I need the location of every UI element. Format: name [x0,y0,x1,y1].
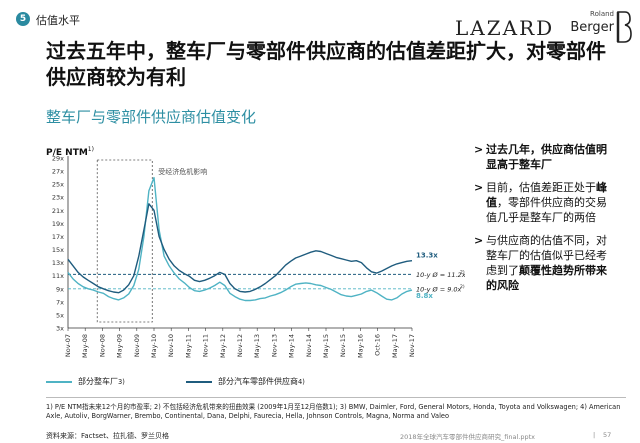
x-tick-label: Oct-16 [374,334,382,356]
legend-item-oem: 部分整车厂 3) [46,376,125,387]
y-tick-label: 3x [56,325,64,333]
bullet-text-part: 过去几年，供应商估值明显高于整车厂 [486,143,607,171]
y-tick-label: 29x [52,155,64,163]
legend-label-supplier: 部分汽车零部件供应商 [218,377,298,386]
x-tick-label: May-17 [391,334,399,358]
crisis-period-box [96,159,153,323]
takeaway-bullet: > 与供应商的估值不同，对整车厂的估值似乎已经考虑到了颠覆性趋势所带来的风险 [474,233,610,293]
series-line-oem [67,176,413,302]
x-tick-label: May-13 [253,334,261,358]
y-tick-label: 21x [52,207,64,215]
x-tick-label: Nov-11 [202,334,210,357]
y-tick-label: 27x [52,168,64,176]
x-tick-label: Nov-09 [133,334,141,357]
average-label-sup: 2) [460,269,465,275]
y-tick-label: 25x [52,181,64,189]
bullet-text-part: 峰值 [486,181,607,209]
footer-filename: 2018年全球汽车零部件供应商研究_final.pptx [400,433,536,441]
y-tick-label: 19x [52,220,64,228]
page-number: 57 [603,431,612,439]
x-tick-label: Nov-15 [339,334,347,357]
series-line-supplier [67,203,413,294]
y-tick-label: 23x [52,194,64,202]
legend-label-oem: 部分整车厂 [78,377,118,386]
bullet-arrow-icon: > [474,143,484,156]
bullet-text-part: ，零部件供应商的交易值几乎是整车厂的两倍 [486,196,607,224]
bullet-text: 与供应商的估值不同，对整车厂的估值似乎已经考虑到了颠覆性趋势所带来的风险 [486,233,610,293]
footer-separator: | [593,431,596,439]
average-label: 10-y Ø = 11.2x [416,271,465,279]
legend-sup-supplier: 4) [298,377,305,386]
y-tick-label: 5x [56,311,64,319]
bullet-text: 过去几年，供应商估值明显高于整车厂 [486,142,610,172]
y-tick-label: 17x [52,233,64,241]
x-tick-label: May-10 [150,334,158,358]
average-label: 10-y Ø = 9.0x [416,285,462,293]
y-tick-label: 15x [52,246,64,254]
section-label: 估值水平 [36,14,80,27]
end-label-supplier: 13.3x [416,252,438,260]
x-tick-label: May-14 [288,334,296,358]
bullet-text-part: 目前，估值差距正处于 [486,181,596,194]
bullet-text-part: 颠覆性趋势所带来的风险 [486,264,607,292]
x-tick-label: May-12 [219,334,227,358]
x-tick-label: Nov-07 [64,334,72,357]
y-tick-label: 13x [52,259,64,267]
page-title: 过去五年中，整车厂与零部件供应商的估值差距扩大，对零部件供应商较为有利 [46,39,606,89]
footnote: 1) P/E NTM指未来12个月的市盈率; 2) 不包括经济危机带来的扭曲效果… [46,403,621,420]
roland-berger-logo: Roland Berger [570,8,634,46]
legend-swatch-supplier [186,380,212,383]
bullet-text-part: 与供应商的估值不同，对整车厂的估值似乎已经考虑到了 [486,234,607,277]
y-tick-label: 7x [56,298,64,306]
roland-berger-logo-bottom: Berger [570,20,614,35]
roland-berger-logo-top: Roland [590,10,614,18]
legend-swatch-oem [46,380,72,383]
takeaway-bullet: > 目前，估值差距正处于峰值，零部件供应商的交易值几乎是整车厂的两倍 [474,180,610,225]
footnote-divider [46,397,626,398]
x-tick-label: May-11 [184,334,192,358]
lazard-logo: LAZARD [455,16,555,40]
x-tick-label: Nov-08 [98,334,106,357]
bullet-arrow-icon: > [474,181,484,194]
legend-sup-oem: 3) [118,377,125,386]
bullet-arrow-icon: > [474,234,484,247]
crisis-annotation: 受经济危机影响 [158,167,207,176]
x-tick-label: May-15 [322,334,330,358]
x-tick-label: Nov-10 [167,334,175,357]
x-tick-label: Nov-13 [270,334,278,357]
y-axis-label: P/E NTM1) [46,146,94,158]
legend-item-supplier: 部分汽车零部件供应商 4) [186,376,305,387]
takeaway-bullet: > 过去几年，供应商估值明显高于整车厂 [474,142,610,172]
x-tick-label: May-08 [81,334,89,358]
chart-subtitle: 整车厂与零部件供应商估值变化 [46,108,257,126]
x-tick-label: Nov-14 [305,334,313,357]
x-tick-label: Nov-12 [236,334,244,357]
x-tick-label: May-16 [356,334,364,358]
bullet-text: 目前，估值差距正处于峰值，零部件供应商的交易值几乎是整车厂的两倍 [486,180,610,225]
x-tick-label: May-09 [116,334,124,358]
source-note: 资料来源：Factset、拉扎德、罗兰贝格 [46,432,169,440]
average-label-sup: 2) [460,284,465,290]
roland-berger-mark-icon [616,11,632,43]
key-takeaways: > 过去几年，供应商估值明显高于整车厂 > 目前，估值差距正处于峰值，零部件供应商的交… [474,142,610,301]
y-tick-label: 9x [56,285,64,293]
pe-ntm-line-chart: 3x 5x 7x 9x 11x 13x 15x 17x 19x 21x 23x 25x 27x 29x No… [52,155,465,358]
end-label-oem: 8.8x [416,292,433,300]
x-tick-label: Nov-17 [408,334,416,357]
y-tick-label: 11x [52,272,64,280]
section-number-badge: 5 [16,12,30,26]
chart-legend: 部分整车厂 3) 部分汽车零部件供应商 4) [46,376,466,390]
